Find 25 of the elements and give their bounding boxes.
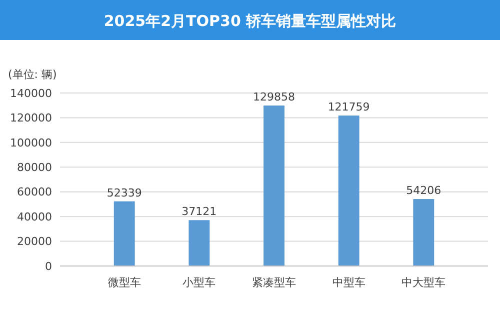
- data-label: 52339: [106, 186, 142, 200]
- y-axis-title: (单位: 辆): [8, 68, 57, 81]
- y-tick-label: 60000: [17, 186, 52, 199]
- data-label: 37121: [182, 205, 217, 218]
- y-tick-label: 0: [45, 260, 52, 273]
- data-label: 129858: [253, 90, 295, 104]
- bar: [264, 106, 284, 266]
- x-tick-label: 微型车: [108, 276, 141, 289]
- y-tick-label: 120000: [10, 112, 52, 125]
- x-tick-label: 中型车: [332, 276, 366, 289]
- x-tick-label: 紧凑型车: [252, 276, 296, 289]
- bar: [338, 116, 360, 266]
- bar: [114, 201, 135, 266]
- x-tick-label: 小型车: [182, 276, 216, 289]
- y-tick-label: 20000: [17, 235, 52, 248]
- bar: [413, 199, 434, 266]
- y-tick-label: 140000: [10, 86, 52, 100]
- data-label: 121759: [328, 100, 370, 114]
- y-tick-label: 40000: [17, 210, 52, 224]
- bar: [188, 220, 210, 266]
- data-label: 54206: [406, 184, 442, 198]
- y-tick-label: 100000: [10, 136, 52, 150]
- x-tick-label: 中大型车: [402, 276, 446, 289]
- y-tick-label: 80000: [17, 160, 52, 174]
- chart-title: 2025年2月TOP30 轿车销量车型属性对比: [104, 12, 396, 30]
